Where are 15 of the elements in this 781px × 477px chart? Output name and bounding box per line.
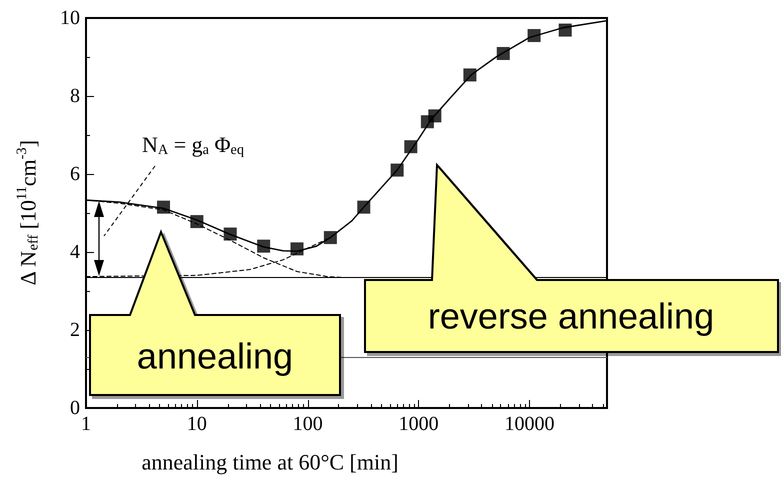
annotation: reverse annealing xyxy=(428,296,714,336)
y-tick-label: 2 xyxy=(70,319,80,341)
x-tick-label: 100 xyxy=(292,413,323,435)
y-axis-title: Δ Neff [1011cm-3] xyxy=(14,140,42,286)
y-tick-label: 8 xyxy=(70,85,80,107)
x-tick-label: 1000 xyxy=(398,413,439,435)
x-tick-label: 1 xyxy=(81,413,91,435)
y-tick-label: 6 xyxy=(70,163,80,185)
x-tick-label: 10000 xyxy=(504,413,554,435)
y-tick-label: 4 xyxy=(70,241,80,263)
y-tick-label: 10 xyxy=(60,7,80,29)
x-axis-title: annealing time at 60°C [min] xyxy=(142,450,398,474)
annotation: annealing xyxy=(136,336,294,376)
y-tick-label: 0 xyxy=(70,397,80,419)
x-tick-label: 10 xyxy=(186,413,207,435)
